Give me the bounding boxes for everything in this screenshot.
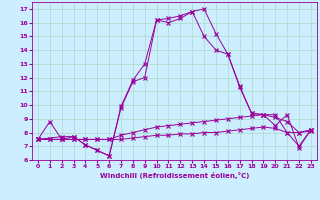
X-axis label: Windchill (Refroidissement éolien,°C): Windchill (Refroidissement éolien,°C) — [100, 172, 249, 179]
